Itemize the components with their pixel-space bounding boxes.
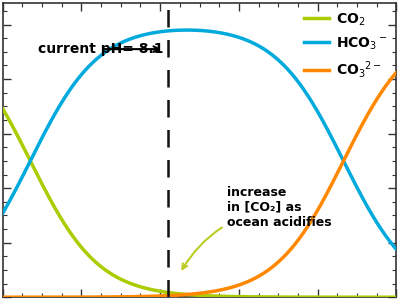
Text: increase
in [CO₂] as
ocean acidifies: increase in [CO₂] as ocean acidifies xyxy=(182,186,332,269)
Legend: CO$_2$, HCO$_3$$^-$, CO$_3$$^{2-}$: CO$_2$, HCO$_3$$^-$, CO$_3$$^{2-}$ xyxy=(299,6,393,86)
Text: current pH= 8.1: current pH= 8.1 xyxy=(38,42,164,56)
